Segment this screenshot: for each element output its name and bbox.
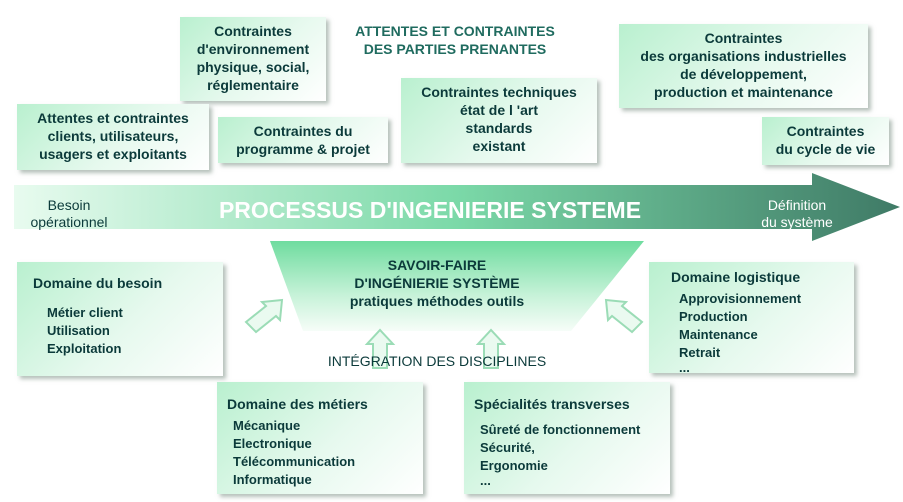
savoir-faire-line1: SAVOIR-FAIRE (387, 257, 487, 273)
constraint-org-line3: de développement, (680, 66, 807, 82)
constraint-environment-box: Contraintes d'environnement physique, so… (180, 17, 326, 101)
specialites-transverses-title: Spécialités transverses (474, 396, 630, 412)
list-item: Télécommunication (233, 454, 356, 469)
domaine-besoin-title: Domaine du besoin (33, 275, 163, 291)
definition-line2: du système (761, 214, 833, 230)
constraint-programme-line2: programme & projet (236, 141, 370, 157)
domaine-metiers-title: Domaine des métiers (227, 396, 368, 412)
besoin-operationnel-label: Besoin opérationnel (14, 197, 124, 231)
list-item: Sécurité, (480, 440, 535, 455)
list-item: Retrait (679, 345, 721, 360)
process-arrow (14, 173, 900, 241)
list-item: Utilisation (47, 323, 110, 338)
specialites-transverses-box: Spécialités transverses Sûreté de foncti… (464, 382, 670, 494)
list-item: Sûreté de fonctionnement (480, 422, 641, 437)
constraint-technique-line4: existant (472, 138, 526, 154)
list-item: Ergonomie (480, 458, 548, 473)
hollow-arrow-right (604, 298, 644, 334)
specialites-transverses-list: Sûreté de fonctionnement Sécurité, Ergon… (474, 421, 670, 487)
domaine-besoin-box: Domaine du besoin Métier client Utilisat… (17, 262, 223, 376)
constraint-org-line4: production et maintenance (654, 84, 833, 100)
constraint-clients-line2: clients, utilisateurs, (47, 128, 179, 144)
constraint-clients-line1: Attentes et contraintes (37, 110, 189, 126)
besoin-line1: Besoin (47, 197, 91, 213)
savoir-faire-line3: pratiques méthodes outils (349, 293, 525, 309)
constraint-cycle-line1: Contraintes (786, 123, 865, 139)
constraint-technique-line1: Contraintes techniques (421, 84, 577, 100)
stakeholder-heading: ATTENTES ET CONTRAINTES DES PARTIES PREN… (340, 22, 570, 58)
constraint-env-line1: Contraintes (214, 23, 292, 39)
constraint-org-line1: Contraintes (704, 30, 783, 46)
list-item: Production (679, 309, 748, 324)
constraint-programme-box: Contraintes du programme & projet (218, 117, 388, 163)
savoir-faire-text: SAVOIR-FAIRE D'INGÉNIERIE SYSTÈME pratiq… (300, 256, 574, 310)
constraint-technique-line3: standards (465, 120, 533, 136)
list-item: ... (480, 473, 491, 488)
constraint-technique-line2: état de l 'art (459, 102, 539, 118)
list-item: Informatique (233, 472, 312, 487)
constraint-technique-box: Contraintes techniques état de l 'art st… (401, 78, 597, 163)
constraint-programme-line1: Contraintes du (253, 123, 353, 139)
constraint-cycle-line2: du cycle de vie (775, 141, 876, 157)
process-title: PROCESSUS D'INGENIERIE SYSTEME (218, 197, 642, 223)
process-arrow-shape (14, 173, 900, 241)
list-item: Approvisionnement (679, 291, 802, 306)
list-item: Maintenance (679, 327, 758, 342)
list-item: Mécanique (233, 418, 301, 433)
hollow-arrow-left (244, 298, 284, 334)
constraint-clients-box: Attentes et contraintes clients, utilisa… (17, 104, 209, 170)
constraint-org-line2: des organisations industrielles (640, 48, 847, 64)
domaine-logistique-title: Domaine logistique (671, 269, 801, 285)
savoir-faire-line2: D'INGÉNIERIE SYSTÈME (354, 275, 520, 291)
domaine-metiers-box: Domaine des métiers Mécanique Electroniq… (217, 382, 423, 494)
constraint-env-line2: d'environnement (196, 41, 310, 57)
list-item: ... (679, 360, 690, 375)
domaine-metiers-list: Mécanique Electronique Télécommunication… (227, 417, 423, 489)
constraint-env-line3: physique, social, (196, 59, 310, 75)
constraint-organisations-box: Contraintes des organisations industriel… (619, 24, 868, 108)
hollow-arrow-center-right (475, 328, 507, 369)
stakeholder-heading-line2: DES PARTIES PRENANTES (363, 41, 547, 57)
definition-systeme-label: Définition du système (742, 197, 852, 231)
list-item: Métier client (47, 305, 123, 320)
constraint-clients-line3: usagers et exploitants (39, 146, 187, 162)
domaine-besoin-list: Métier client Utilisation Exploitation (33, 304, 223, 358)
integration-label: INTÉGRATION DES DISCIPLINES (327, 353, 547, 369)
list-item: Exploitation (47, 341, 122, 356)
list-item: Electronique (233, 436, 312, 451)
hollow-arrow-center-left (364, 328, 396, 369)
domaine-logistique-box: Domaine logistique Approvisionnement Pro… (649, 262, 854, 374)
besoin-line2: opérationnel (30, 214, 108, 230)
domaine-logistique-list: Approvisionnement Production Maintenance… (671, 290, 854, 374)
stakeholder-heading-line1: ATTENTES ET CONTRAINTES (355, 23, 555, 39)
constraint-env-line4: réglementaire (207, 77, 299, 93)
constraint-cycle-box: Contraintes du cycle de vie (762, 117, 889, 165)
definition-line1: Définition (767, 197, 827, 213)
